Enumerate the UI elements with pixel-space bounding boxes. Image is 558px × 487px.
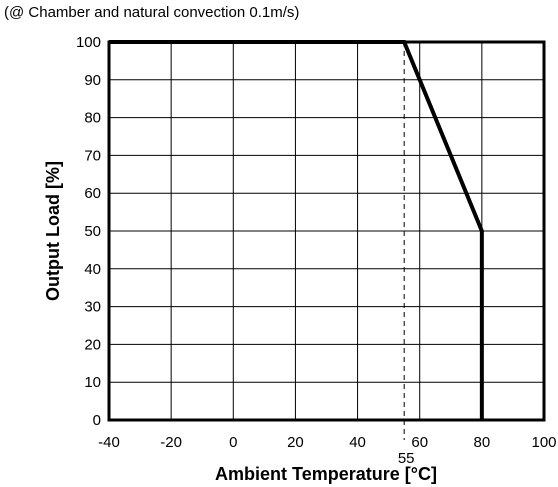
y-tick-label: 80 bbox=[84, 110, 101, 127]
grid bbox=[109, 42, 544, 420]
y-tick-label: 10 bbox=[84, 374, 101, 391]
x-tick-label: 40 bbox=[349, 434, 366, 451]
y-tick-label: 100 bbox=[76, 34, 101, 51]
x-tick-label: -20 bbox=[160, 434, 182, 451]
x-tick-label: 0 bbox=[229, 434, 237, 451]
chart-subtitle: (@ Chamber and natural convection 0.1m/s… bbox=[4, 4, 299, 21]
series-group bbox=[109, 40, 484, 420]
y-tick-label: 30 bbox=[84, 299, 101, 316]
y-tick-label: 20 bbox=[84, 336, 101, 353]
y-tick-label: 90 bbox=[84, 72, 101, 89]
y-tick-label: 40 bbox=[84, 261, 101, 278]
y-tick-label: 60 bbox=[84, 185, 101, 202]
x-tick-label: 100 bbox=[531, 434, 556, 451]
x-axis-title: Ambient Temperature [°C] bbox=[215, 464, 437, 484]
y-tick-label: 50 bbox=[84, 223, 101, 240]
y-tick-labels: 0 10 20 30 40 50 60 70 80 90 100 bbox=[76, 34, 101, 429]
x-tick-label: 80 bbox=[474, 434, 491, 451]
y-tick-label: 0 bbox=[93, 412, 101, 429]
x-tick-label: 20 bbox=[287, 434, 304, 451]
x-tick-label: 60 bbox=[411, 434, 428, 451]
series-line-0 bbox=[109, 40, 484, 420]
annotations: 55 bbox=[398, 42, 415, 467]
x-tick-label: -40 bbox=[98, 434, 120, 451]
x-tick-labels: -40 -20 0 20 40 60 80 100 bbox=[98, 434, 556, 451]
annotation-label-55: 55 bbox=[398, 450, 415, 467]
y-tick-label: 70 bbox=[84, 147, 101, 164]
y-axis-title: Output Load [%] bbox=[43, 161, 63, 301]
